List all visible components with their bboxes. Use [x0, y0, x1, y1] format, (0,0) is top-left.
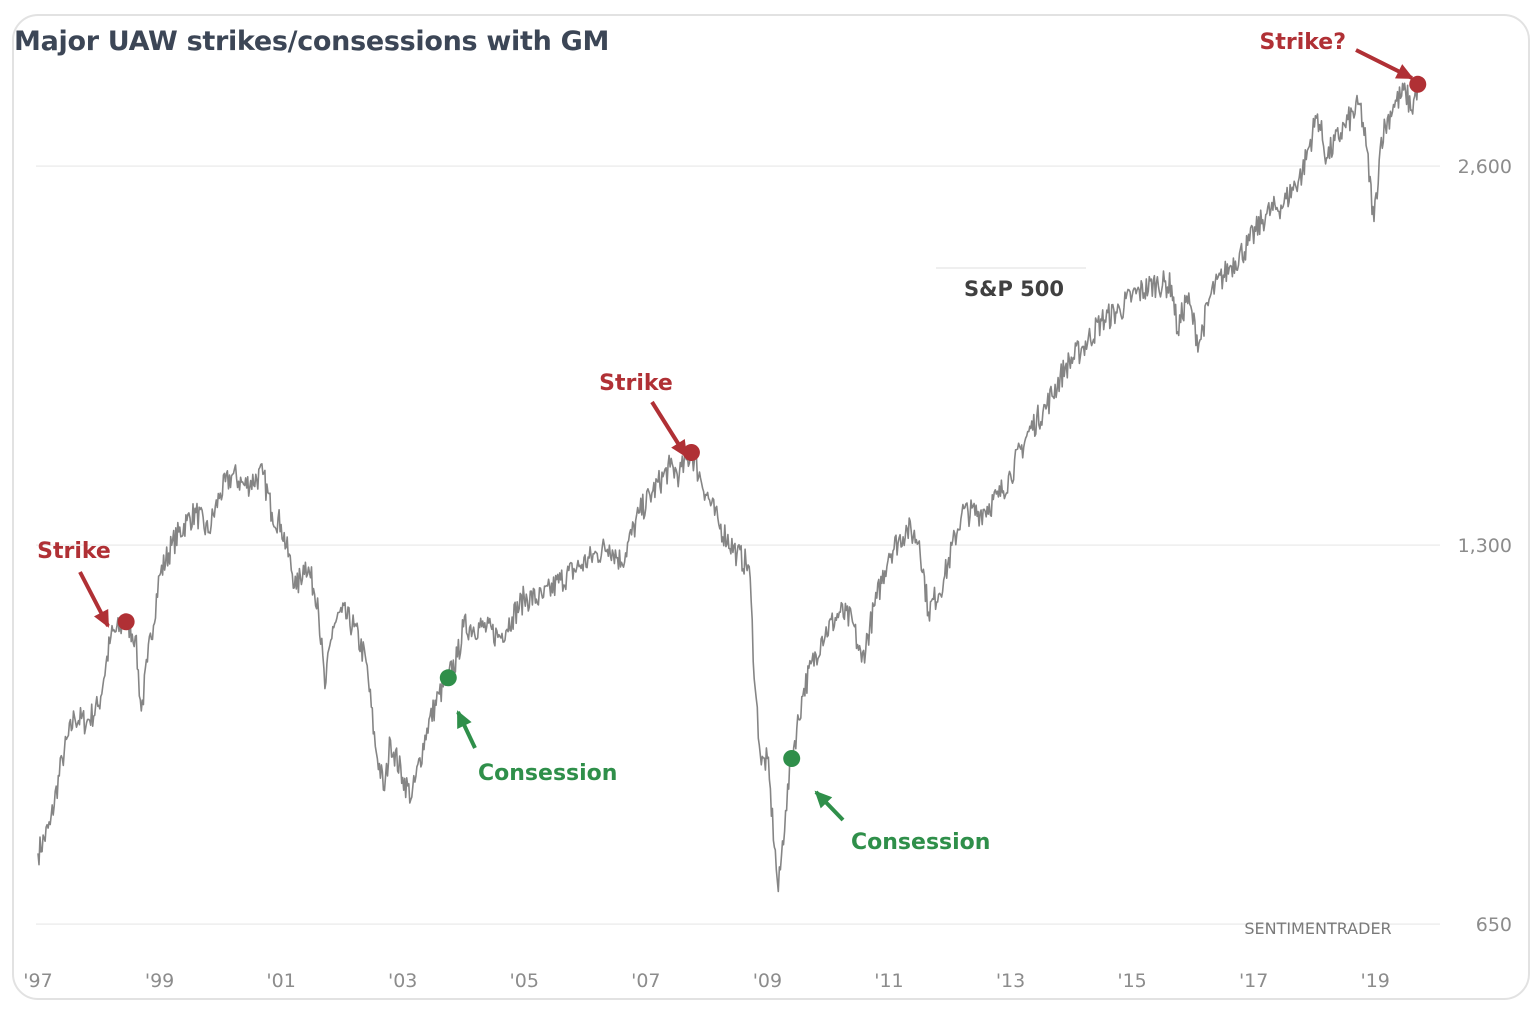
x-tick-label-6: '09	[753, 970, 782, 992]
x-tick-label-5: '07	[631, 970, 660, 992]
x-tick-label-9: '15	[1117, 970, 1146, 992]
annotation-marker-strike-2	[682, 444, 700, 462]
annotation-marker-consession-1	[439, 669, 457, 687]
x-tick-label-3: '03	[388, 970, 417, 992]
y-tick-label-1: 1,300	[1458, 535, 1512, 557]
x-tick-label-7: '11	[874, 970, 903, 992]
x-tick-label-4: '05	[510, 970, 539, 992]
annotation-arrowhead-0	[94, 609, 109, 628]
chart-card	[12, 14, 1530, 1000]
annotation-arrowhead-4	[1395, 64, 1414, 79]
chart-title: Major UAW strikes/consessions with GM	[14, 26, 610, 57]
series-line-0	[37, 82, 1419, 893]
x-tick-label-8: '13	[996, 970, 1025, 992]
series-layer	[37, 82, 1419, 893]
annotation-arrowhead-3	[814, 790, 833, 809]
x-tick-label-10: '17	[1239, 970, 1268, 992]
x-tick-label-1: '99	[145, 970, 174, 992]
annotation-label-2: Strike	[599, 371, 673, 396]
annotations-layer: Strike Consession Strike Consession Strike?	[37, 30, 1427, 855]
x-tick-label-11: '19	[1361, 970, 1390, 992]
annotation-marker-strike-4	[1409, 75, 1427, 93]
watermark: SENTIMENTRADER	[1244, 919, 1391, 938]
annotation-label-1: Consession	[478, 761, 617, 786]
x-tick-label-0: '97	[23, 970, 52, 992]
y-axis: 650 1,300 2,600	[1458, 156, 1512, 936]
y-tick-label-0: 650	[1476, 914, 1512, 936]
x-axis: '97 '99 '01 '03 '05 '07 '09 '11 '13 '15 '17 '19	[23, 970, 1390, 992]
annotation-arrowhead-1	[457, 710, 472, 729]
annotation-label-3: Consession	[851, 830, 990, 855]
annotation-label-4: Strike?	[1260, 30, 1346, 55]
annotation-marker-consession-3	[783, 750, 801, 768]
y-tick-label-2: 2,600	[1458, 156, 1512, 178]
series-label: S&P 500	[964, 277, 1064, 301]
x-tick-label-2: '01	[266, 970, 295, 992]
annotation-label-0: Strike	[37, 539, 111, 564]
annotation-marker-strike-0	[117, 613, 135, 631]
